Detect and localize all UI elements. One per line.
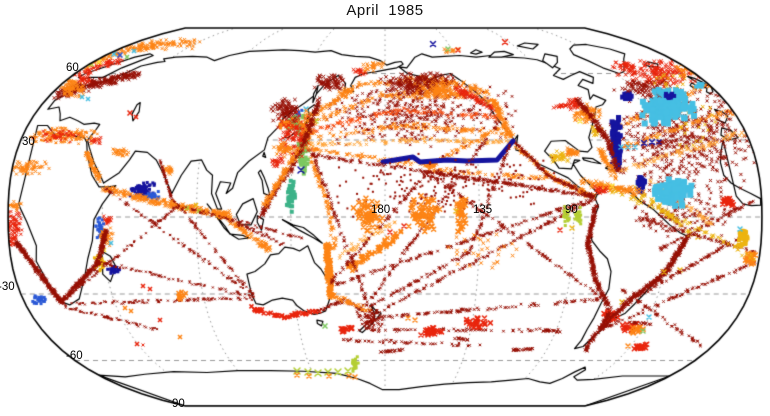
map-title: April 1985 xyxy=(346,2,424,19)
lon-label-135: 135 xyxy=(473,204,493,216)
lon-label-90: 90 xyxy=(565,204,578,216)
lon-label-180: 180 xyxy=(371,204,391,216)
lat-label-s60: -60 xyxy=(66,350,83,362)
lat-label-30: 30 xyxy=(22,136,35,148)
lat-label-s30: -30 xyxy=(0,281,15,293)
lat-label-60: 60 xyxy=(66,62,79,74)
lon-label-90-bottom: 90 xyxy=(172,398,185,410)
